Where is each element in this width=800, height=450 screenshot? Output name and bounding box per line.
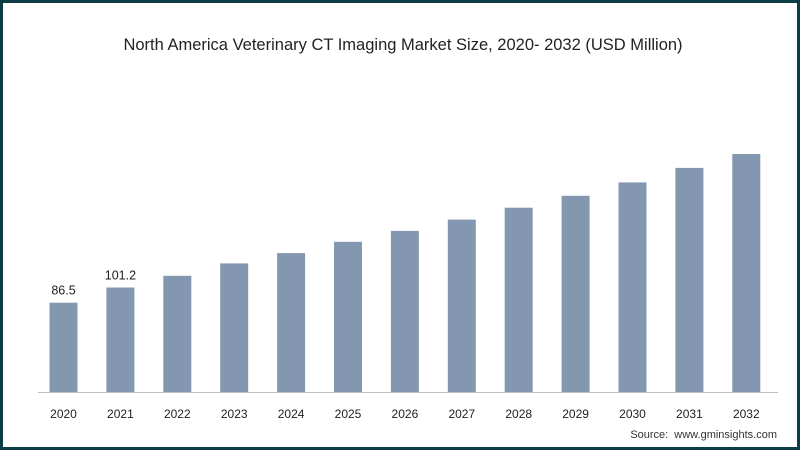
bar-2026 [390,230,419,392]
x-tick-label-2025: 2025 [335,407,362,421]
bar-2029 [561,195,590,392]
bar-2030 [618,182,647,392]
bar-2023 [220,263,249,392]
data-label-2020: 86.5 [51,284,75,298]
x-tick-label-2020: 2020 [50,407,77,421]
bar-2028 [504,207,533,392]
bar-2025 [334,241,362,392]
x-tick-label-2022: 2022 [164,407,191,421]
x-tick-label-2031: 2031 [676,407,703,421]
x-tick-label-2026: 2026 [392,407,419,421]
x-tick-label-2032: 2032 [733,407,760,421]
x-tick-labels-layer: 2020 2021 2022 2023 2024 2025 2026 2027 2028 2029… [50,407,760,421]
chart-title: North America Veterinary CT Imaging Mark… [123,36,683,54]
bar-2027 [447,219,476,392]
x-tick-label-2023: 2023 [221,407,248,421]
bar-2021 [106,287,135,392]
bars-layer [49,154,761,392]
data-label-2021: 101.2 [105,269,136,283]
bar-2024 [277,253,306,392]
bar-2020 [49,302,78,392]
x-tick-label-2030: 2030 [619,407,646,421]
x-tick-label-2027: 2027 [448,407,475,421]
data-labels-layer: 86.5 101.2 [51,269,136,298]
bar-2032 [732,154,761,392]
source-label: Source: [630,429,669,441]
bar-2031 [675,167,704,392]
bar-2022 [163,275,192,392]
x-tick-label-2029: 2029 [562,407,589,421]
x-tick-label-2024: 2024 [278,407,305,421]
source-note: Source: www.gminsights.com [630,429,777,441]
source-link[interactable]: www.gminsights.com [674,429,777,441]
x-tick-label-2028: 2028 [505,407,532,421]
x-tick-label-2021: 2021 [107,407,134,421]
